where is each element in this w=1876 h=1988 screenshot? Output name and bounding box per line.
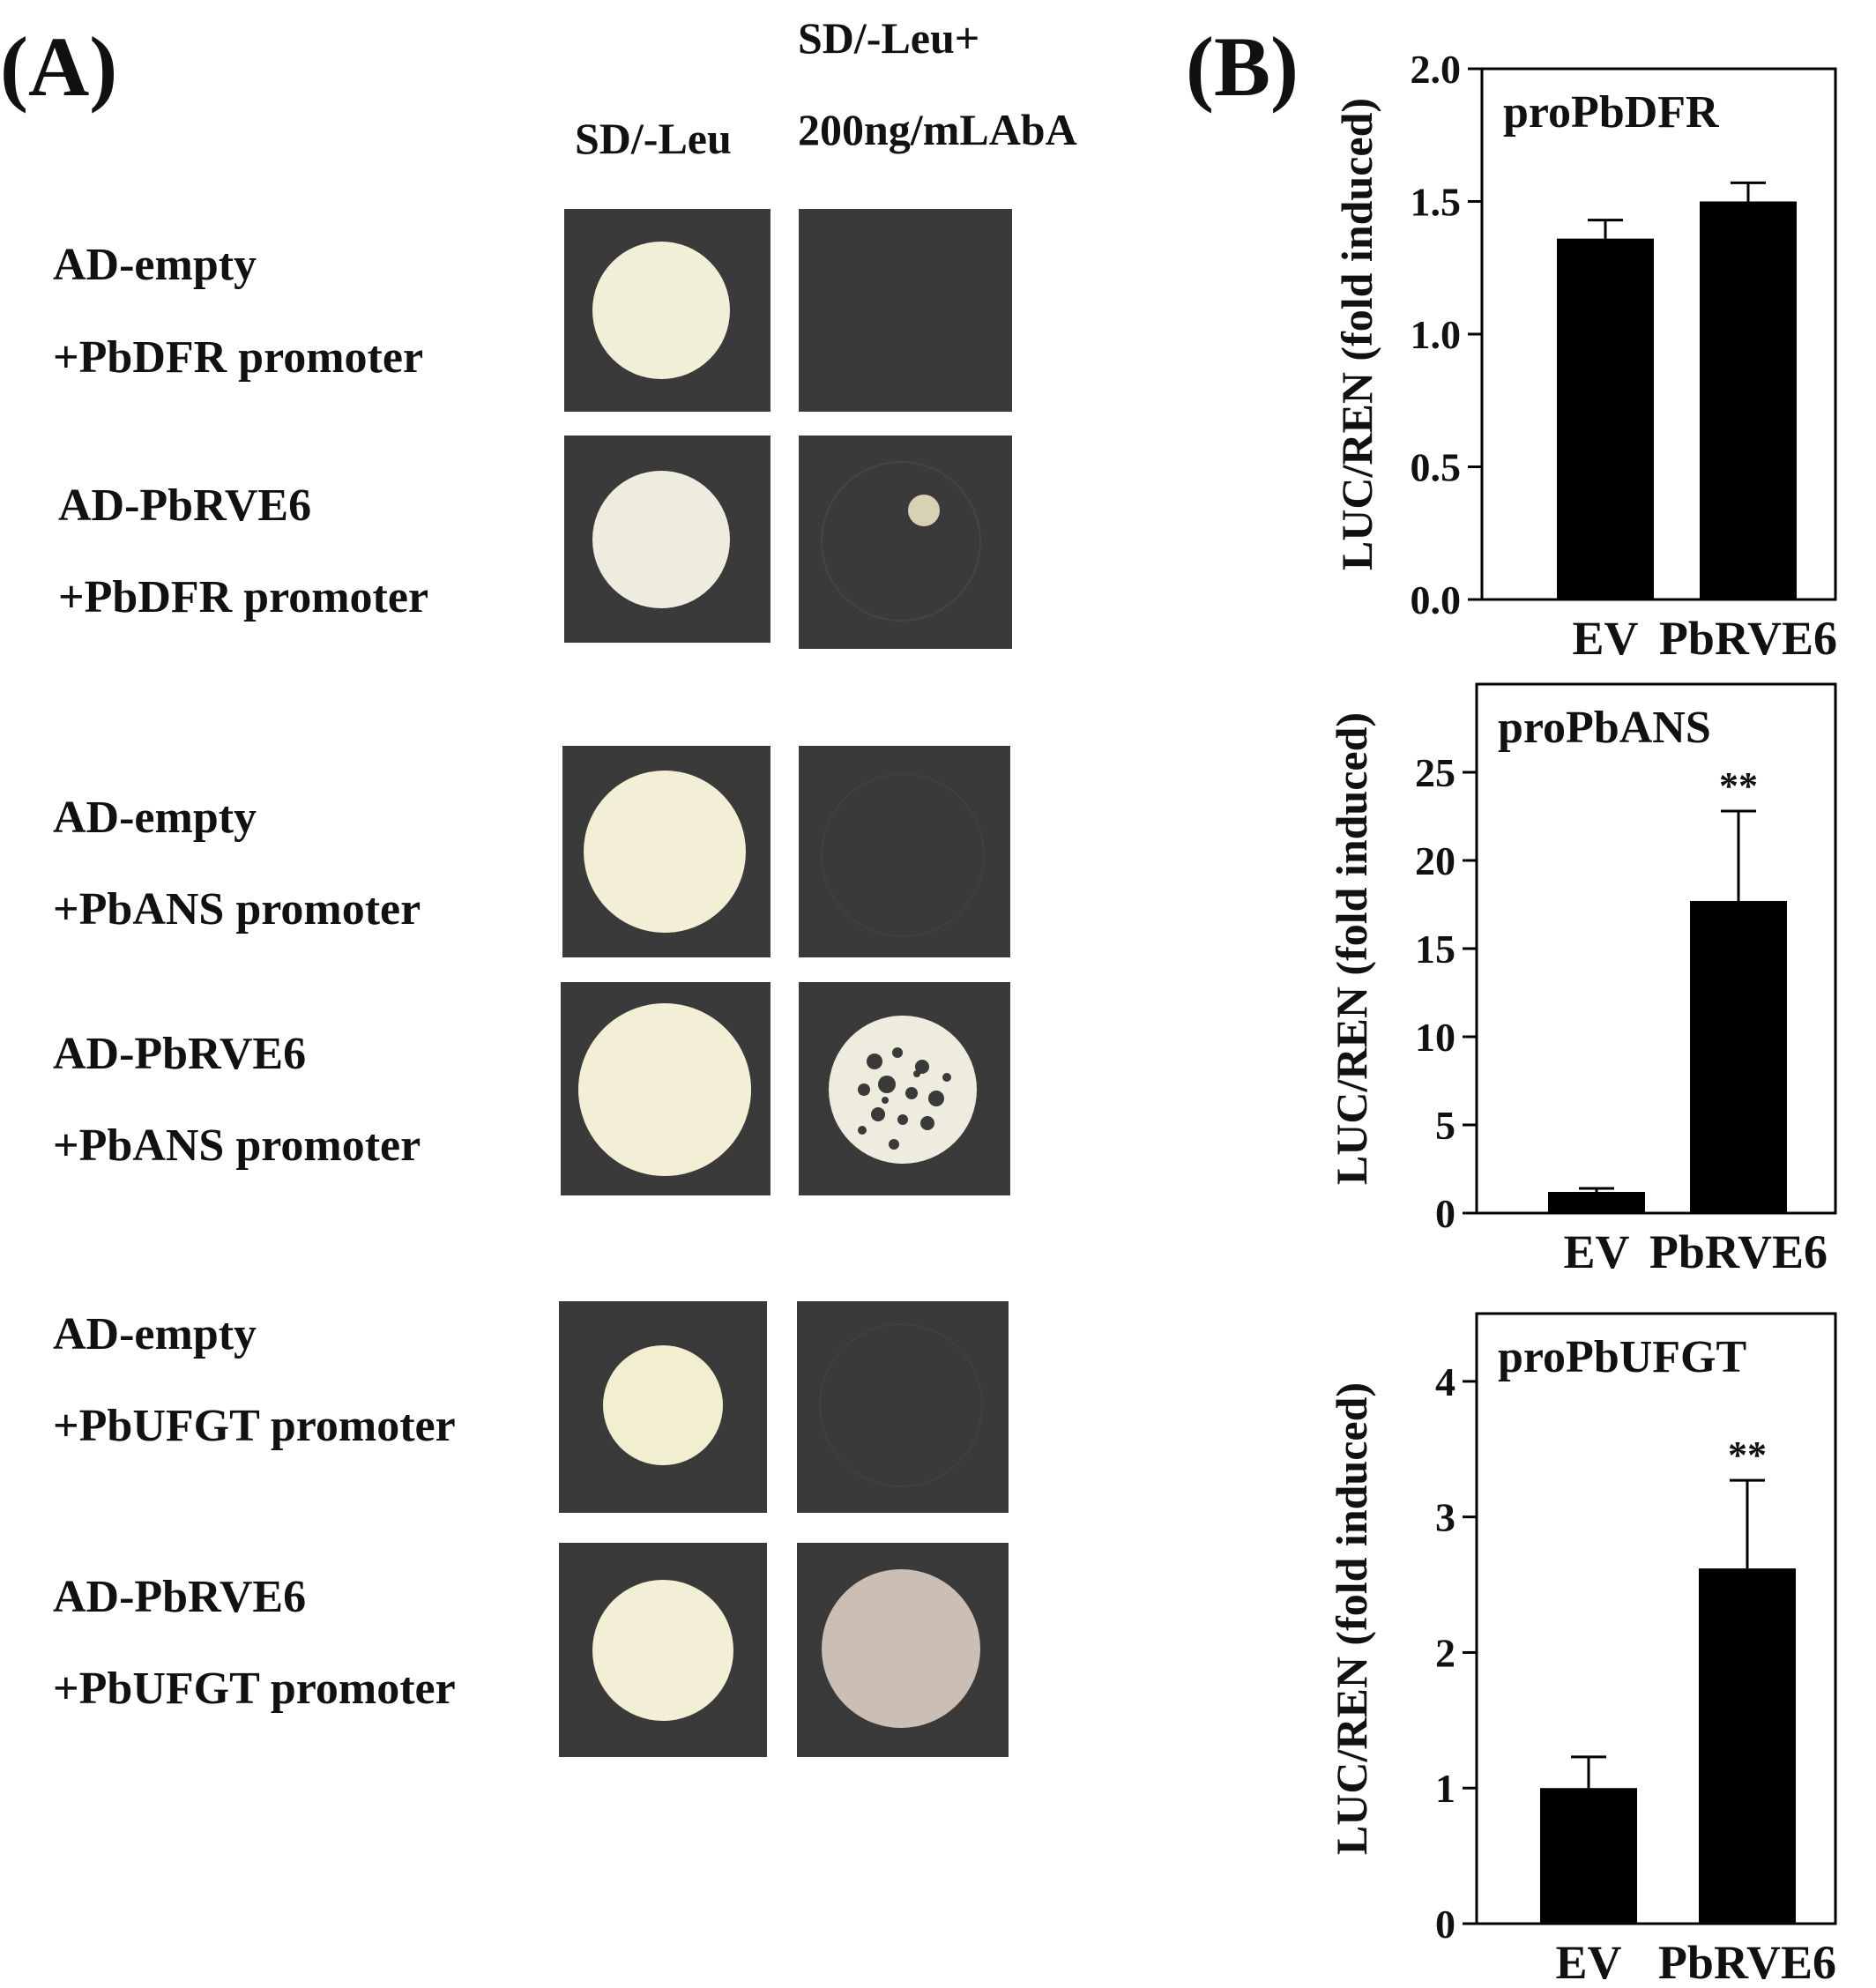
- chart2-ytick-label: 25: [1415, 750, 1455, 795]
- row-1-label-line1: AD-empty: [53, 240, 257, 290]
- plate-row6-aba: [797, 1543, 1009, 1757]
- chart2-title: proPbANS: [1498, 703, 1711, 753]
- plate-row1-aba: [799, 209, 1012, 412]
- row-6-label-line2: +PbUFGT promoter: [53, 1664, 456, 1714]
- chart1-bar-ev: [1557, 238, 1654, 599]
- chart1-ytick-label: 1.5: [1411, 180, 1462, 225]
- column-header-sd-leu: SD/-Leu: [575, 114, 732, 163]
- chart2-ylabel: LUC/REN (fold induced): [1327, 712, 1376, 1185]
- chart3-ytick-label: 2: [1435, 1630, 1455, 1675]
- colony-row2-aba: [908, 495, 940, 526]
- chart2-bar-ev: [1548, 1192, 1645, 1213]
- row-6-label-line1: AD-PbRVE6: [53, 1572, 307, 1622]
- chart1-xtick-label: EV: [1572, 612, 1638, 665]
- row-3-label-line2: +PbANS promoter: [53, 884, 421, 934]
- colony-ghost-row2-aba: [821, 461, 981, 622]
- colony-ghost-row5-aba: [819, 1323, 983, 1487]
- row-2-label-line1: AD-PbRVE6: [58, 480, 312, 531]
- colony-row4-sd-leu: [578, 1003, 751, 1176]
- panel-a-label: (A): [0, 19, 118, 114]
- row-1-label-line2: +PbDFR promoter: [53, 332, 424, 383]
- chart3-bar-pbrve6: [1699, 1568, 1796, 1924]
- chart1-ytick-label: 1.0: [1411, 312, 1462, 357]
- plate-row4-aba: [799, 982, 1010, 1195]
- row-2-label-line2: +PbDFR promoter: [58, 572, 429, 622]
- chart1-ylabel: LUC/REN (fold induced): [1332, 98, 1381, 570]
- column-header-aba-line2: 200ng/mLAbA: [798, 105, 1077, 154]
- chart2-ytick-label: 20: [1415, 838, 1455, 883]
- chart1-ytick-label: 2.0: [1411, 47, 1462, 92]
- chart3-ylabel: LUC/REN (fold induced): [1327, 1382, 1376, 1855]
- colony-gaps-row4-aba: [858, 1047, 951, 1150]
- chart1-title: proPbDFR: [1503, 87, 1720, 138]
- row-3-label-line1: AD-empty: [53, 793, 257, 843]
- row-5-label-line1: AD-empty: [53, 1309, 257, 1359]
- chart1-bar-pbrve6: [1700, 201, 1797, 599]
- plate-row3-sd-leu: [562, 746, 770, 957]
- plate-row2-sd-leu: [564, 436, 770, 643]
- plate-row3-aba: [799, 746, 1010, 957]
- colony-row2-sd-leu: [592, 471, 730, 608]
- plate-row4-sd-leu: [561, 982, 770, 1195]
- chart2-ytick-label: 0: [1435, 1191, 1455, 1236]
- colony-row6-aba: [822, 1569, 980, 1728]
- colony-row6-sd-leu: [592, 1580, 733, 1721]
- chart2-xtick-label: EV: [1563, 1225, 1629, 1278]
- plate-row5-sd-leu: [559, 1301, 767, 1513]
- chart3-ytick-label: 1: [1435, 1766, 1455, 1811]
- row-4-label-line2: +PbANS promoter: [53, 1121, 421, 1171]
- plate-row6-sd-leu: [559, 1543, 767, 1757]
- plate-row2-aba: [799, 436, 1012, 649]
- chart2-significance: **: [1719, 764, 1758, 808]
- column-header-aba-line1: SD/-Leu+: [798, 13, 980, 63]
- chart2-ytick-label: 10: [1415, 1015, 1455, 1060]
- chart1-xtick-label: PbRVE6: [1659, 612, 1837, 665]
- plate-row1-sd-leu: [564, 209, 770, 412]
- chart3-significance: **: [1728, 1433, 1767, 1477]
- chart1-ytick-label: 0.5: [1411, 445, 1462, 490]
- chart3-xtick-label: EV: [1555, 1936, 1621, 1988]
- chart3-bar-ev: [1540, 1788, 1637, 1924]
- chart2-ytick-label: 5: [1435, 1103, 1455, 1148]
- colony-row4-aba: [829, 1016, 977, 1164]
- chart3-title: proPbUFGT: [1498, 1332, 1746, 1382]
- chart3-plot-frame: [1475, 1312, 1837, 1925]
- colony-row5-sd-leu: [603, 1345, 723, 1465]
- plate-row5-aba: [797, 1301, 1009, 1513]
- row-4-label-line1: AD-PbRVE6: [53, 1029, 307, 1079]
- colony-row1-sd-leu: [592, 242, 730, 379]
- row-5-label-line2: +PbUFGT promoter: [53, 1401, 456, 1451]
- chart2-ytick-label: 15: [1415, 927, 1455, 972]
- chart2-bar-pbrve6: [1690, 901, 1787, 1213]
- chart3-ytick-label: 0: [1435, 1902, 1455, 1947]
- colony-ghost-row3-aba: [821, 773, 985, 937]
- chart3-ytick-label: 4: [1435, 1359, 1455, 1404]
- panel-b-label: (B): [1186, 19, 1299, 114]
- chart3-xtick-label: PbRVE6: [1658, 1936, 1836, 1988]
- colony-row3-sd-leu: [584, 771, 746, 933]
- chart3-ytick-label: 3: [1435, 1495, 1455, 1540]
- chart2-xtick-label: PbRVE6: [1649, 1225, 1828, 1278]
- chart1-ytick-label: 0.0: [1411, 577, 1462, 622]
